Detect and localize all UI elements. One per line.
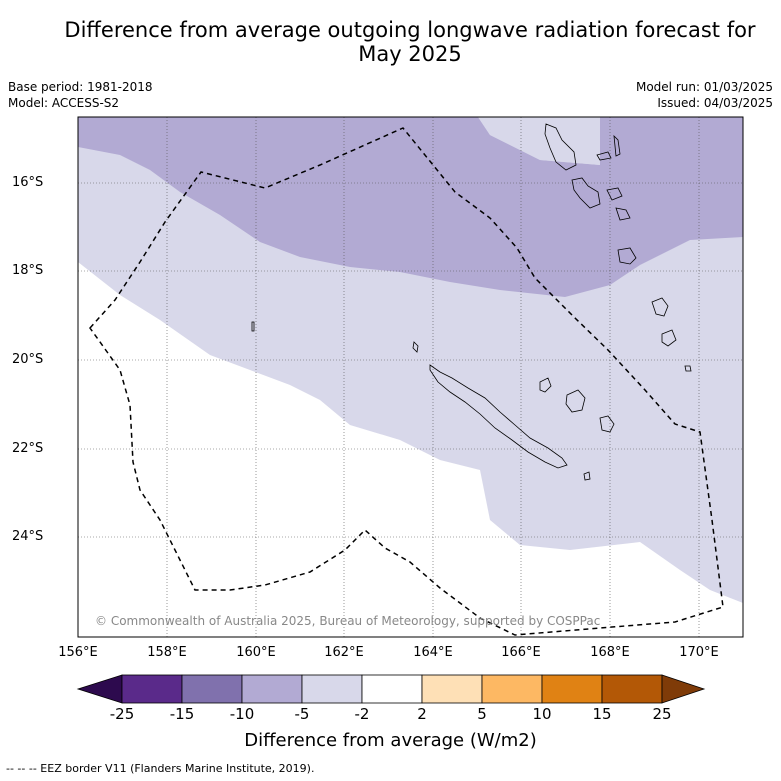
colorbar-extend-high [661, 674, 706, 704]
y-tick-24s: 24°S [12, 529, 44, 544]
x-tick-158e: 158°E [147, 645, 187, 660]
y-tick-18s: 18°S [12, 263, 44, 278]
model-text: Model: ACCESS-S2 [8, 96, 120, 110]
model-run-text: Model run: 01/03/2025 [635, 80, 773, 94]
anomaly-region-inner-light [478, 117, 600, 165]
loyalty-east-2 [661, 329, 677, 347]
map-title-line2: May 2025 [358, 42, 462, 66]
belep-islands [412, 341, 419, 353]
colorbar-tick: 15 [592, 705, 612, 723]
colorbar-label: Difference from average (W/m2) [244, 730, 537, 751]
colorbar-tick: 2 [417, 705, 427, 723]
vanuatu-efate [615, 207, 631, 221]
meta-left: Base period: 1981-2018 Model: ACCESS-S2 [8, 79, 153, 111]
x-tick-156e: 156°E [58, 645, 98, 660]
x-tick-160e: 160°E [236, 645, 276, 660]
base-period-text: Base period: 1981-2018 [8, 80, 153, 94]
issued-text: Issued: 04/03/2025 [657, 96, 773, 110]
map-title: Difference from average outgoing longwav… [40, 18, 780, 66]
small-island-east [684, 365, 692, 372]
y-tick-16s: 16°S [12, 175, 44, 190]
colorbar-bin-1 [121, 674, 183, 704]
x-tick-162e: 162°E [324, 645, 364, 660]
colorbar-bin-4 [301, 674, 363, 704]
colorbar-tick: 5 [477, 705, 487, 723]
meta-right: Model run: 01/03/2025 Issued: 04/03/2025 [636, 79, 773, 111]
colorbar-tick: -10 [229, 705, 255, 723]
colorbar-bin-2 [181, 674, 243, 704]
vanuatu-espiritu-santo [544, 123, 577, 171]
y-tick-22s: 22°S [12, 441, 44, 456]
vanuatu-pentecost [596, 151, 612, 161]
vanuatu-malekula [571, 177, 601, 209]
loyalty-island-3 [599, 415, 615, 433]
x-tick-170e: 170°E [679, 645, 719, 660]
x-tick-166e: 166°E [501, 645, 541, 660]
colorbar-bin-9 [601, 674, 663, 704]
anomaly-region-minus5-minus10 [78, 117, 743, 297]
new-caledonia-coast [429, 364, 568, 469]
vanuatu-maewo [613, 134, 621, 157]
map-frame [77, 116, 744, 638]
colorbar-tick: 25 [652, 705, 672, 723]
copyright-watermark: © Commonwealth of Australia 2025, Bureau… [95, 614, 601, 628]
colorbar-bin-3 [241, 674, 303, 704]
isle-of-pines [583, 471, 591, 481]
colorbar-tick: -5 [294, 705, 310, 723]
colorbar [76, 674, 706, 704]
loyalty-island-1 [539, 377, 552, 393]
colorbar-tick: -25 [109, 705, 135, 723]
loyalty-east-1 [651, 297, 669, 317]
colorbar-tick: -15 [169, 705, 195, 723]
colorbar-bin-5 [361, 674, 423, 704]
colorbar-tick: -2 [354, 705, 370, 723]
vanuatu-tanna [617, 247, 637, 265]
x-tick-168e: 168°E [590, 645, 630, 660]
small-island-west [251, 321, 255, 332]
colorbar-bin-7 [481, 674, 543, 704]
y-tick-20s: 20°S [12, 352, 44, 367]
colorbar-tick: 10 [532, 705, 552, 723]
coastlines [251, 123, 692, 481]
vanuatu-ambrym [606, 187, 623, 201]
colorbar-bin-6 [421, 674, 483, 704]
map-area [78, 117, 743, 637]
eez-border [89, 127, 724, 636]
map-title-line1: Difference from average outgoing longwav… [64, 18, 756, 42]
colorbar-bin-8 [541, 674, 603, 704]
x-tick-164e: 164°E [413, 645, 453, 660]
loyalty-island-2 [565, 389, 586, 413]
eez-legend-footer: -- -- -- EEZ border V11 (Flanders Marine… [6, 762, 315, 775]
colorbar-extend-low [76, 674, 123, 704]
